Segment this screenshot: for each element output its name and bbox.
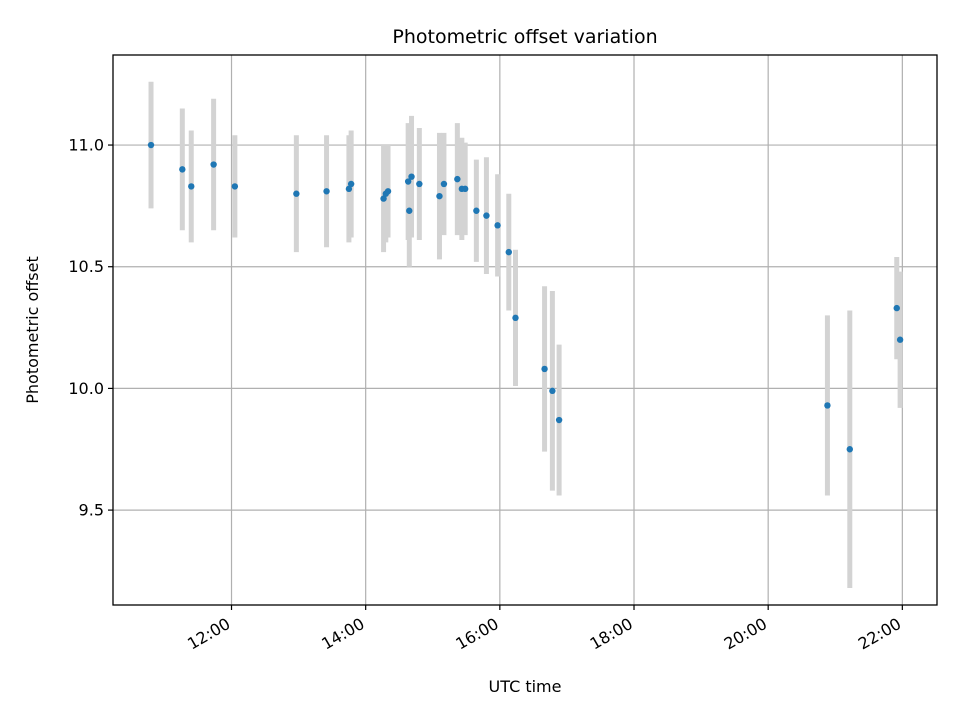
data-point — [494, 222, 501, 229]
plot-frame — [112, 54, 938, 606]
y-axis-label: Photometric offset — [23, 256, 42, 404]
data-point — [380, 195, 387, 202]
data-point — [461, 185, 469, 193]
y-tick-label: 9.5 — [79, 501, 104, 520]
y-tick-label: 11.0 — [68, 136, 104, 155]
x-axis-label: UTC time — [489, 677, 562, 696]
data-point — [541, 365, 548, 373]
data-point — [483, 212, 490, 219]
data-point — [454, 175, 461, 183]
data-point — [188, 183, 195, 190]
data-point — [147, 141, 155, 149]
data-point — [436, 192, 443, 200]
data-points — [147, 141, 904, 453]
data-point — [210, 161, 217, 168]
y-tick-label: 10.0 — [68, 379, 104, 398]
data-point — [555, 416, 563, 424]
data-point — [416, 180, 423, 188]
chart-title: Photometric offset variation — [392, 26, 657, 48]
data-point — [505, 248, 512, 256]
data-point — [347, 180, 355, 188]
data-point — [323, 188, 330, 195]
data-point — [440, 180, 448, 188]
data-point — [404, 178, 412, 185]
data-point — [893, 304, 900, 312]
data-point — [408, 173, 415, 180]
data-point — [293, 190, 300, 197]
y-tick-label: 10.5 — [68, 257, 104, 276]
data-point — [824, 402, 831, 409]
data-point — [345, 185, 353, 193]
data-point — [896, 336, 904, 343]
data-point — [549, 387, 556, 395]
data-point — [846, 446, 853, 453]
data-point — [473, 207, 480, 214]
data-point — [512, 314, 519, 322]
data-point — [179, 166, 186, 173]
data-point — [384, 188, 392, 195]
data-point — [406, 207, 413, 214]
data-point — [231, 183, 239, 190]
y-axis-ticks: 9.5 10.0 10.5 11.0 — [68, 136, 113, 520]
